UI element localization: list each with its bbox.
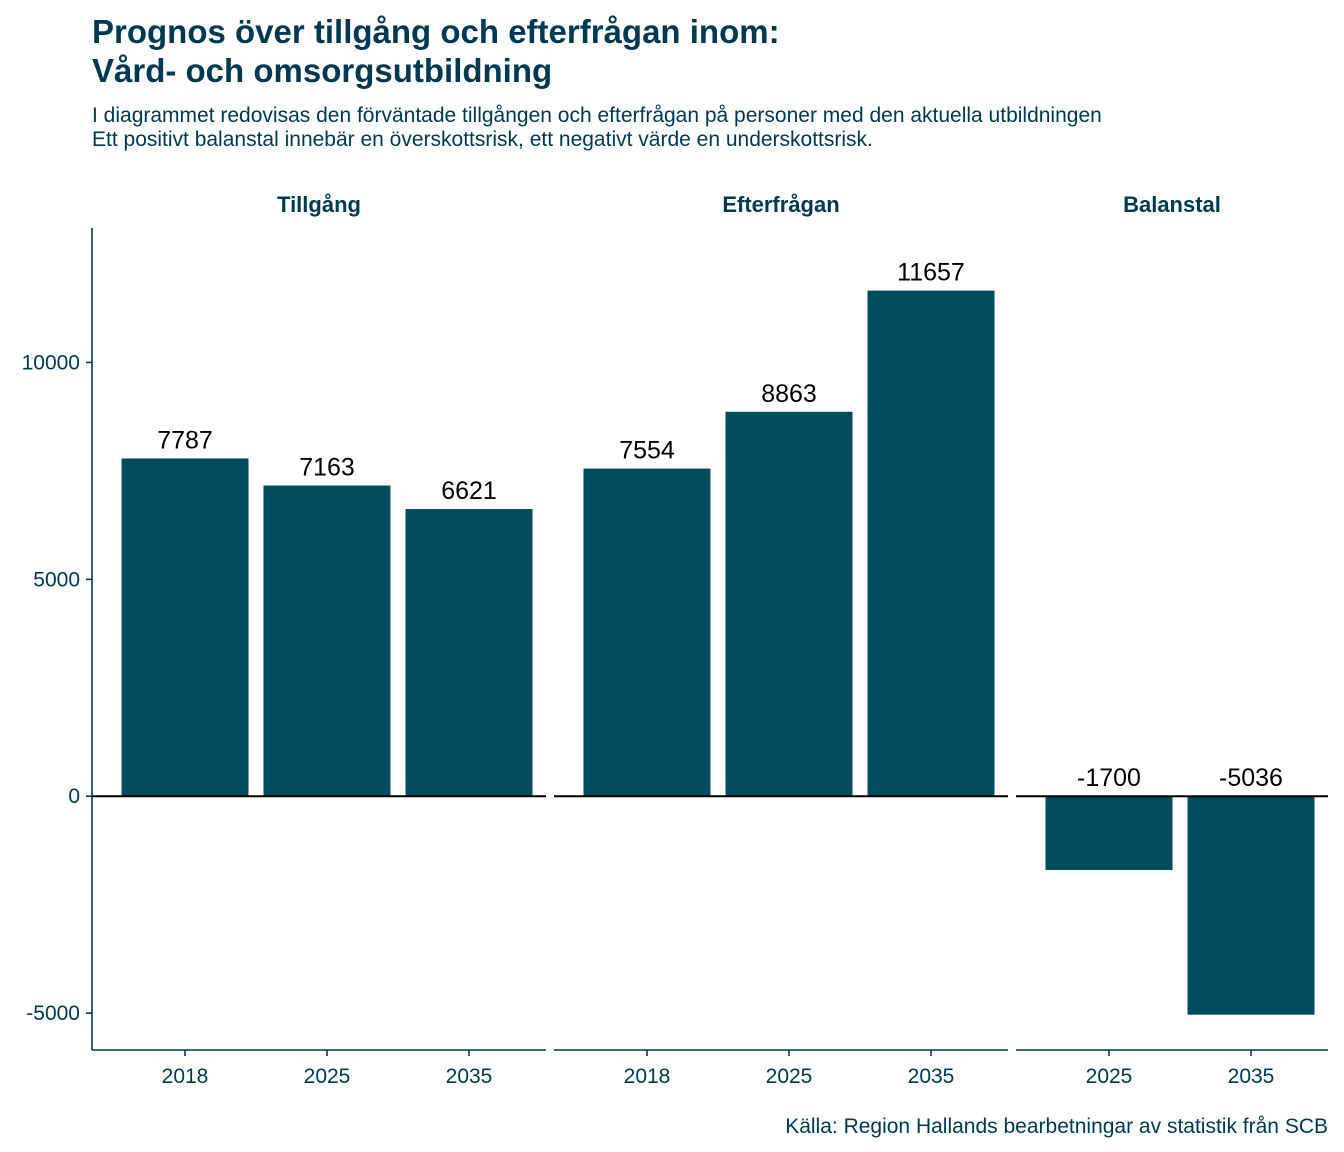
bar-tillg-ng-2025 xyxy=(263,485,391,797)
x-tick-label: 2025 xyxy=(304,1065,351,1088)
x-tick-label: 2035 xyxy=(1228,1065,1275,1088)
x-tick-label: 2018 xyxy=(624,1065,671,1088)
y-tick-label: 0 xyxy=(68,785,80,808)
y-tick-label: 10000 xyxy=(22,351,80,374)
bar-tillg-ng-2018 xyxy=(121,458,249,797)
x-tick-label: 2025 xyxy=(1086,1065,1133,1088)
data-label: 7554 xyxy=(619,437,675,465)
data-label: -1700 xyxy=(1077,764,1141,792)
bar-tillg-ng-2035 xyxy=(405,509,533,797)
data-label: 8863 xyxy=(761,380,817,408)
bar-balanstal-2035 xyxy=(1187,796,1315,1015)
y-tick-label: 5000 xyxy=(33,568,80,591)
source-caption: Källa: Region Hallands bearbetningar av … xyxy=(785,1115,1328,1138)
data-label: -5036 xyxy=(1219,764,1283,792)
data-label: 6621 xyxy=(441,477,497,505)
bar-balanstal-2025 xyxy=(1045,796,1173,870)
chart-title-line-1: Prognos över tillgång och efterfrågan in… xyxy=(92,13,780,50)
x-tick-label: 2035 xyxy=(446,1065,493,1088)
bar-efterfr-gan-2018 xyxy=(583,468,711,797)
bar-efterfr-gan-2035 xyxy=(867,290,995,797)
x-tick-label: 2025 xyxy=(766,1065,813,1088)
bar-efterfr-gan-2025 xyxy=(725,411,853,797)
x-tick-label: 2018 xyxy=(162,1065,209,1088)
chart-subtitle-line-1: I diagrammet redovisas den förväntade ti… xyxy=(92,104,1102,127)
plot-area: -5000 0 5000 10000 Tillgång 7787 2018 7163 2025 6… xyxy=(22,192,1328,1088)
data-label: 7163 xyxy=(299,454,355,482)
facet-label-efterfr-gan: Efterfrågan xyxy=(722,192,839,217)
facet-label-tillg-ng: Tillgång xyxy=(277,192,361,217)
facet-label-balanstal: Balanstal xyxy=(1123,192,1221,217)
chart-subtitle-line-2: Ett positivt balanstal innebär en översk… xyxy=(92,128,873,151)
y-tick-label: -5000 xyxy=(26,1002,80,1025)
data-label: 11657 xyxy=(897,259,965,287)
data-label: 7787 xyxy=(157,426,213,454)
chart-title-line-2: Vård- och omsorgsutbildning xyxy=(92,52,552,89)
x-tick-label: 2035 xyxy=(908,1065,955,1088)
